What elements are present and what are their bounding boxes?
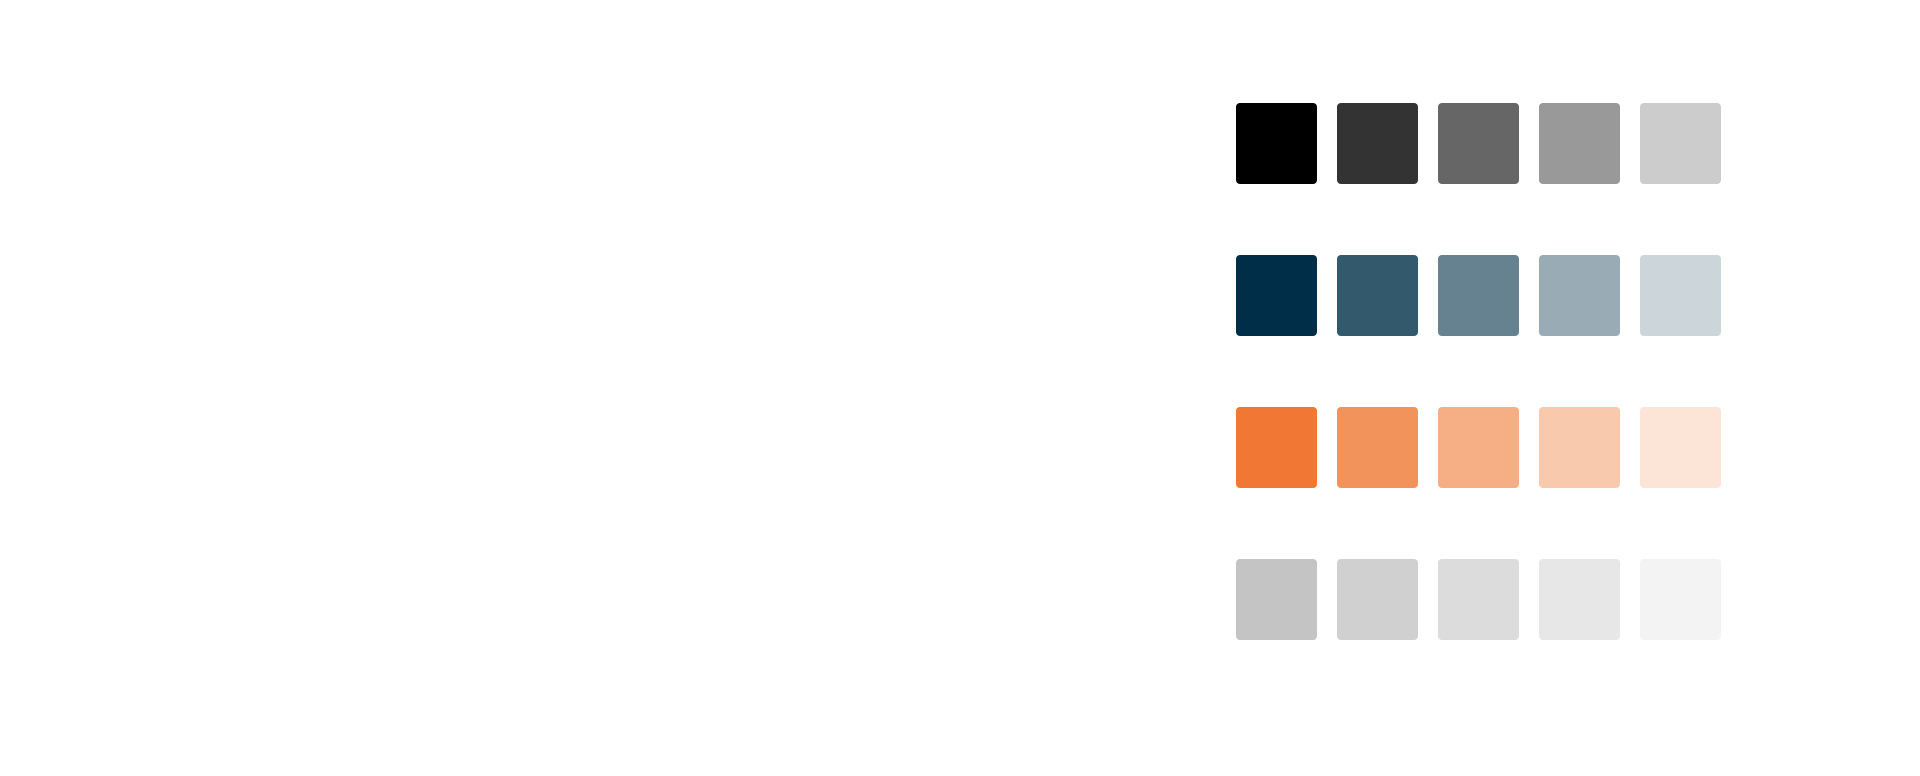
color-swatch-navy-3[interactable]	[1438, 255, 1519, 336]
color-swatch-orange-1[interactable]	[1236, 407, 1317, 488]
color-swatch-orange-3[interactable]	[1438, 407, 1519, 488]
color-swatch-navy-2[interactable]	[1337, 255, 1418, 336]
color-swatch-light-gray-2[interactable]	[1337, 559, 1418, 640]
color-swatch-orange-5[interactable]	[1640, 407, 1721, 488]
color-swatch-navy-5[interactable]	[1640, 255, 1721, 336]
color-swatch-neutral-3[interactable]	[1438, 103, 1519, 184]
color-swatch-light-gray-5[interactable]	[1640, 559, 1721, 640]
color-swatch-orange-4[interactable]	[1539, 407, 1620, 488]
color-swatch-neutral-2[interactable]	[1337, 103, 1418, 184]
color-swatch-navy-1[interactable]	[1236, 255, 1317, 336]
color-swatch-light-gray-3[interactable]	[1438, 559, 1519, 640]
color-swatch-light-gray-1[interactable]	[1236, 559, 1317, 640]
color-swatch-neutral-1[interactable]	[1236, 103, 1317, 184]
color-swatch-neutral-5[interactable]	[1640, 103, 1721, 184]
color-palette-grid	[1236, 103, 1721, 640]
color-swatch-neutral-4[interactable]	[1539, 103, 1620, 184]
color-swatch-orange-2[interactable]	[1337, 407, 1418, 488]
color-swatch-navy-4[interactable]	[1539, 255, 1620, 336]
color-swatch-light-gray-4[interactable]	[1539, 559, 1620, 640]
